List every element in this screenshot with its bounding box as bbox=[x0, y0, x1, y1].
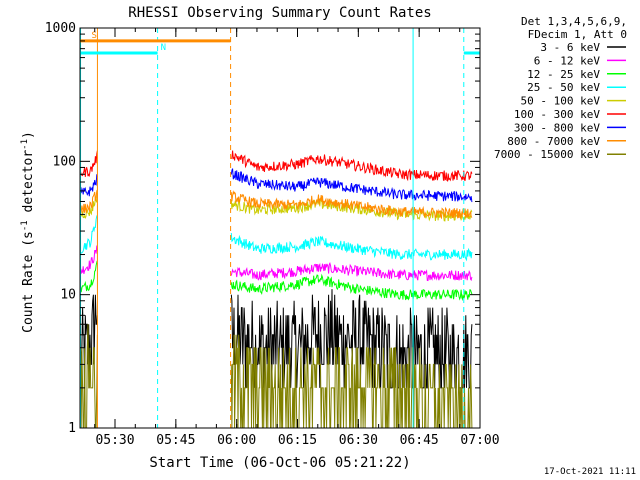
x-tick-label: 06:45 bbox=[400, 433, 439, 448]
legend-label: 50 - 100 keV bbox=[521, 95, 601, 108]
y-axis-label-end: ) bbox=[21, 131, 36, 139]
x-tick-label: 06:30 bbox=[339, 433, 378, 448]
legend-label: 300 - 800 keV bbox=[514, 121, 600, 134]
y-tick-label: 100 bbox=[53, 154, 76, 169]
flag-label: N bbox=[161, 43, 166, 53]
series-line-6 bbox=[80, 150, 473, 182]
axes: 1 10 100 1000 05:30 05:45 06:00 06:15 06:30 06:45… bbox=[45, 21, 500, 448]
legend-label: 25 - 50 keV bbox=[527, 81, 600, 94]
plot-area: SN bbox=[80, 28, 480, 429]
legend-label: 800 - 7000 keV bbox=[507, 135, 600, 148]
chart-title: RHESSI Observing Summary Count Rates bbox=[128, 5, 431, 21]
legend-header: Det 1,3,4,5,6,9, bbox=[521, 15, 627, 28]
y-axis-label: Count Rate (s-1 detector-1) bbox=[20, 131, 36, 333]
legend-label: 12 - 25 keV bbox=[527, 68, 600, 81]
y-axis-label-mid: detector bbox=[21, 150, 36, 221]
series-line-8 bbox=[80, 189, 473, 220]
x-tick-label: 05:45 bbox=[156, 433, 195, 448]
legend-header: FDecim 1, Att 0 bbox=[528, 28, 627, 41]
y-axis-label-sup1: -1 bbox=[20, 220, 30, 231]
y-axis-label-main: Count Rate (s bbox=[21, 231, 36, 333]
legend-label: 100 - 300 keV bbox=[514, 108, 600, 121]
series-line-7 bbox=[80, 168, 473, 203]
series-line-4 bbox=[80, 215, 473, 262]
x-tick-label: 05:30 bbox=[95, 433, 134, 448]
series-line-2 bbox=[80, 245, 473, 282]
y-tick-label: 10 bbox=[60, 288, 76, 303]
x-tick-label: 07:00 bbox=[460, 433, 499, 448]
flag-label: S bbox=[92, 31, 97, 41]
y-axis-label-sup2: -1 bbox=[20, 139, 30, 150]
x-axis-label: Start Time (06-Oct-06 05:21:22) bbox=[149, 455, 410, 471]
x-tick-label: 06:00 bbox=[217, 433, 256, 448]
y-tick-label: 1 bbox=[68, 421, 76, 436]
x-tick-label: 06:15 bbox=[278, 433, 317, 448]
footer-timestamp: 17-Oct-2021 11:11 bbox=[544, 467, 636, 477]
legend-label: 6 - 12 keV bbox=[534, 54, 601, 67]
legend-label: 7000 - 15000 keV bbox=[494, 148, 600, 161]
legend-label: 3 - 6 keV bbox=[540, 41, 600, 54]
series-line-3 bbox=[80, 260, 473, 302]
y-tick-label: 1000 bbox=[45, 21, 76, 36]
legend: Det 1,3,4,5,6,9,FDecim 1, Att 03 - 6 keV… bbox=[494, 15, 627, 161]
plot-frame bbox=[79, 27, 481, 429]
